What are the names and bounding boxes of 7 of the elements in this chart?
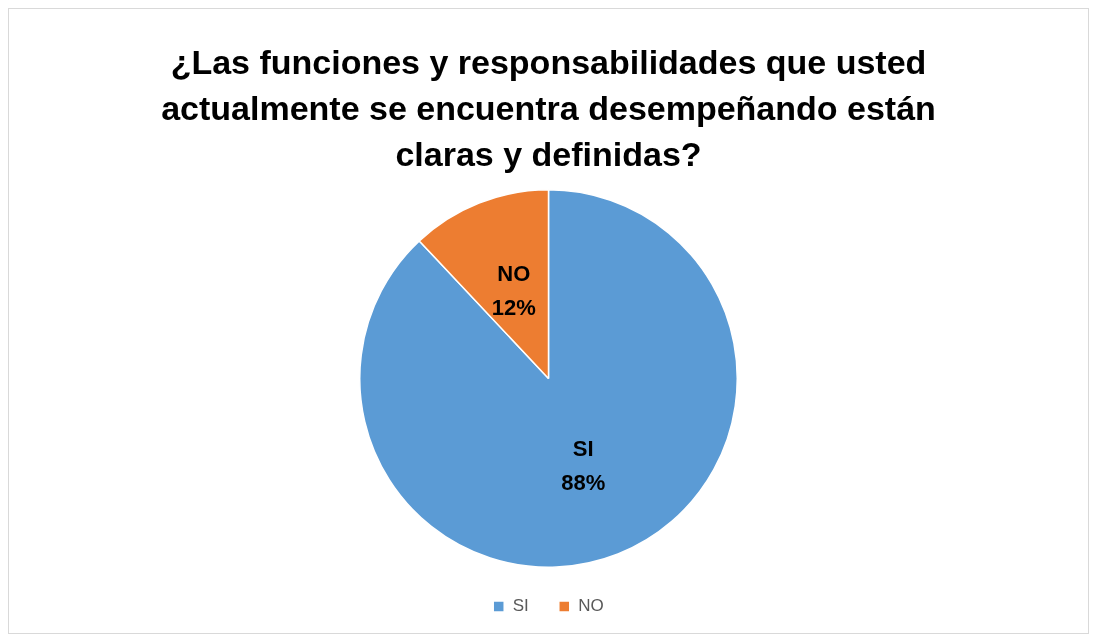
slice-label: NO [497,260,531,286]
legend-label: SI [512,596,529,616]
chart-title: ¿Las funciones y responsabilidades que usted actualmente se encuentra desempeñando están claras y definidas? [160,42,937,175]
data-label: 88% [561,470,606,496]
slice-label: SI [572,436,594,462]
legend-label: NO [578,596,604,616]
data-label: 12% [491,294,536,320]
